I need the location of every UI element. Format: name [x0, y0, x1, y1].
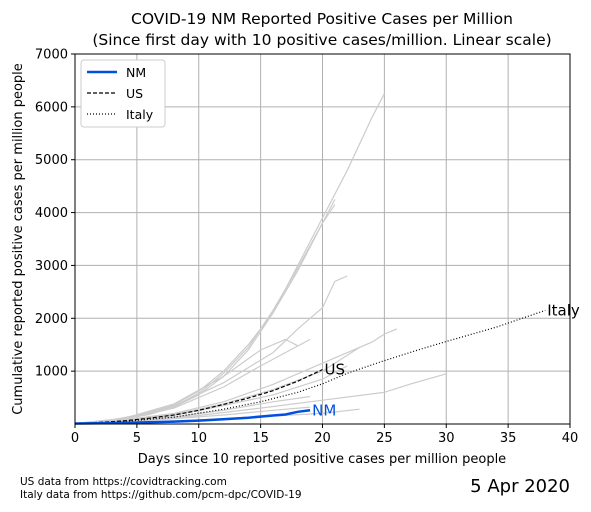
x-tick-label: 35: [500, 431, 517, 446]
y-tick-label: 2000: [35, 312, 68, 327]
chart-subtitle: (Since first day with 10 positive cases/…: [92, 31, 551, 49]
source-us: US data from https://covidtracking.com: [20, 476, 302, 489]
background-series-line: [75, 276, 347, 424]
x-tick-label: 30: [438, 431, 455, 446]
y-axis-label: Cumulative reported positive cases per m…: [11, 63, 26, 415]
end-label-nm: NM: [312, 401, 336, 419]
y-tick-label: 1000: [35, 365, 68, 380]
legend-label-us: US: [126, 86, 143, 101]
x-tick-label: 0: [71, 431, 79, 446]
chart-title: COVID-19 NM Reported Positive Cases per …: [131, 10, 513, 28]
x-tick-label: 15: [252, 431, 269, 446]
y-tick-label: 5000: [35, 153, 68, 168]
series-line-italy: [75, 310, 545, 423]
end-label-italy: Italy: [547, 301, 580, 319]
x-tick-label: 10: [190, 431, 207, 446]
y-tick-label: 3000: [35, 259, 68, 274]
x-tick-label: 25: [376, 431, 393, 446]
source-note: US data from https://covidtracking.com I…: [20, 476, 302, 502]
x-tick-label: 5: [133, 431, 141, 446]
source-italy: Italy data from https://github.com/pcm-d…: [20, 489, 302, 502]
background-series-line: [75, 329, 397, 424]
legend-label-italy: Italy: [126, 107, 154, 122]
main-series: [75, 310, 545, 423]
y-tick-label: 7000: [35, 48, 68, 63]
x-tick-label: 20: [314, 431, 331, 446]
date-stamp: 5 Apr 2020: [470, 476, 570, 497]
background-series-line: [75, 366, 347, 424]
y-tick-label: 4000: [35, 206, 68, 221]
x-tick-label: 40: [562, 431, 579, 446]
end-label-us: US: [325, 361, 346, 379]
legend: NM US Italy: [81, 60, 165, 127]
y-tick-label: 6000: [35, 100, 68, 115]
x-axis-label: Days since 10 reported positive cases pe…: [138, 452, 506, 467]
legend-label-nm: NM: [126, 65, 146, 80]
